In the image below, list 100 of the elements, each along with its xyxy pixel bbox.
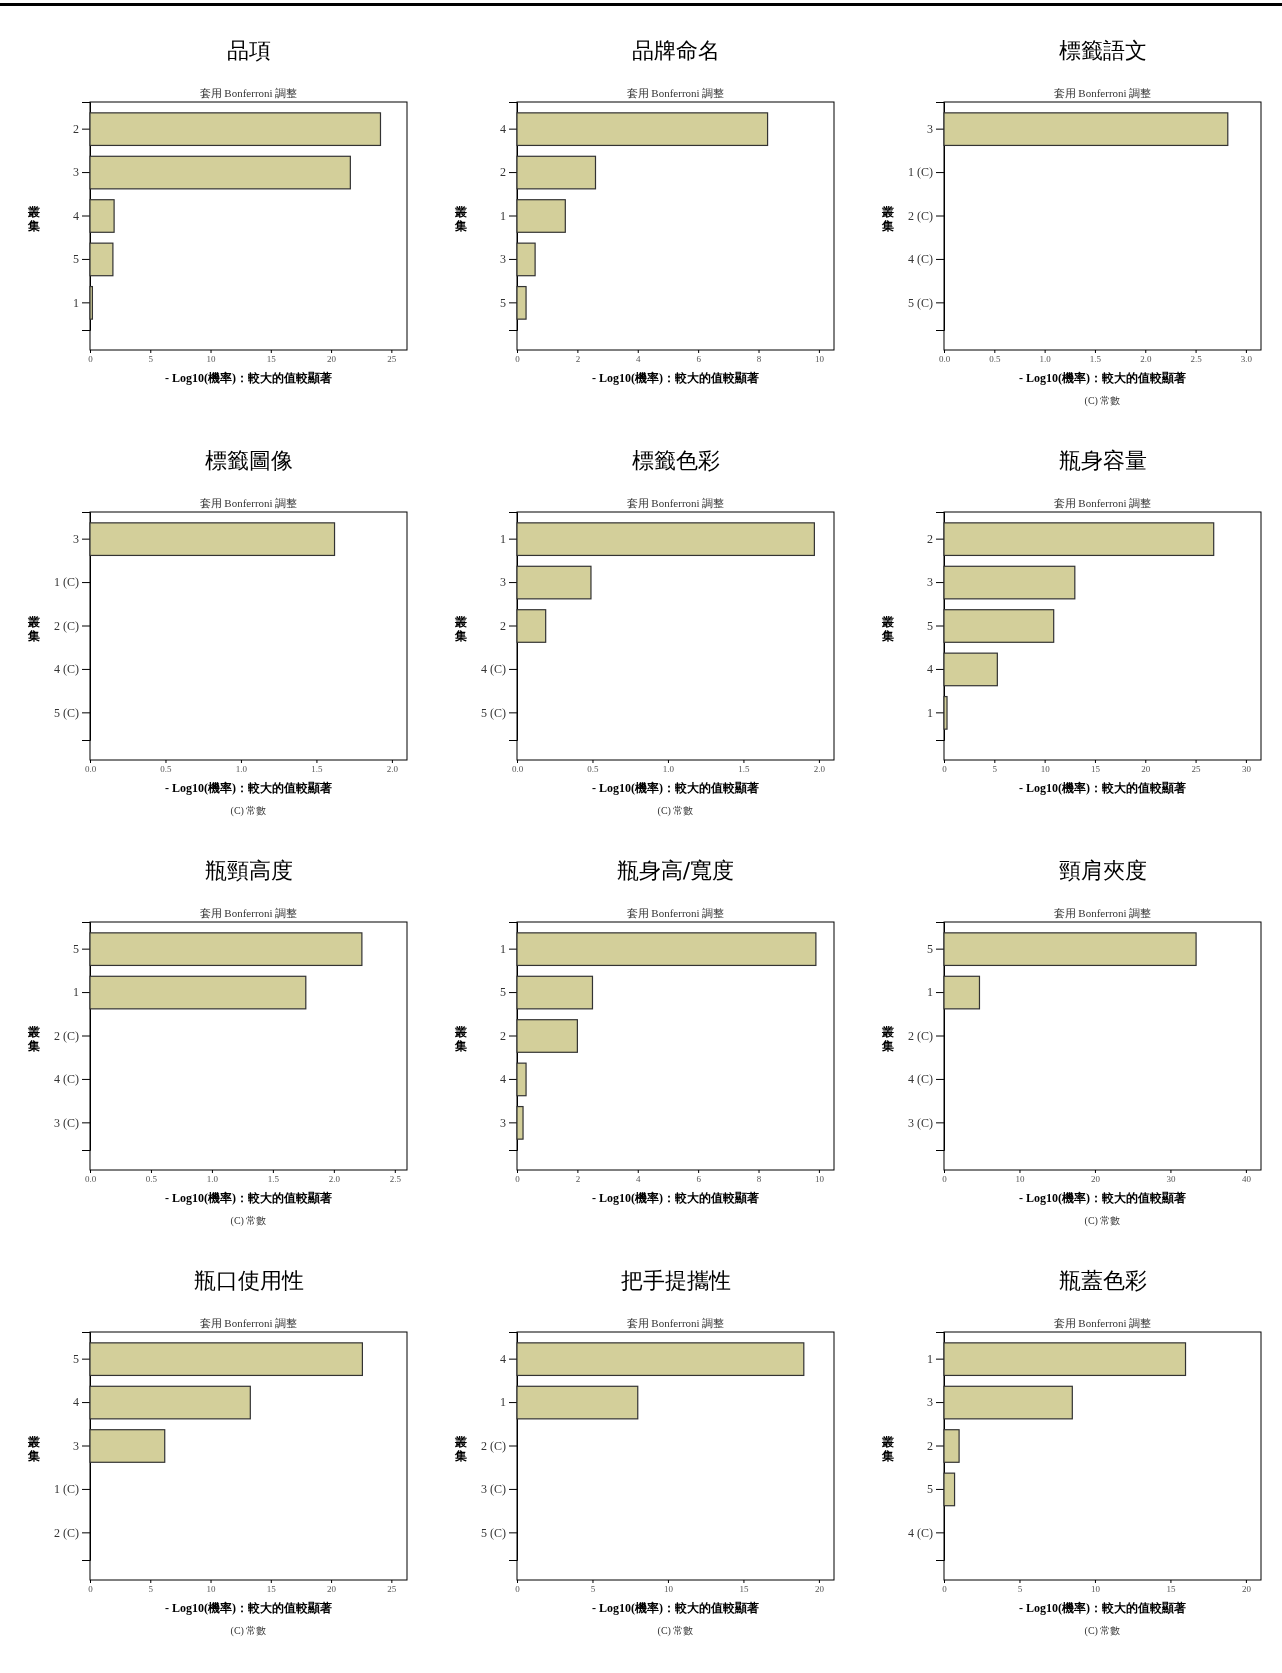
- text: (C) 常數: [230, 805, 267, 817]
- bar: [516, 522, 815, 557]
- bar: [943, 1429, 960, 1463]
- x-tick-label: 0.0: [84, 1174, 97, 1185]
- x-tick-label: 2.5: [389, 1174, 402, 1185]
- x-tick-label: 0.5: [989, 354, 1001, 365]
- bar: [943, 565, 1076, 600]
- x-tick-label: 0.5: [160, 764, 173, 775]
- chart-subtitle: 套用 Bonferroni 調整: [626, 497, 725, 509]
- x-tick-label: 0: [515, 1584, 521, 1595]
- x-tick-label: 1.0: [662, 764, 675, 775]
- bar: [89, 1429, 166, 1463]
- y-tick-label: 1: [927, 1351, 933, 1366]
- x-tick-label: 1.5: [267, 1174, 280, 1185]
- bar: [89, 112, 382, 147]
- y-tick-label: 4 (C): [54, 1072, 79, 1087]
- x-tick-label: 5: [590, 1584, 596, 1595]
- y-tick-label: 5 (C): [54, 705, 79, 720]
- x-tick-label: 10: [663, 1584, 674, 1595]
- chart-subtitle: 套用 Bonferroni 調整: [1053, 87, 1152, 99]
- y-tick-label: 2 (C): [54, 1028, 79, 1043]
- chart-subtitle: 套用 Bonferroni 調整: [199, 497, 298, 509]
- x-tick-label: 25: [387, 1584, 397, 1595]
- chart-title: 標籤語文: [1058, 38, 1147, 63]
- y-tick-label: 1: [73, 295, 79, 310]
- y-tick-label: 4: [500, 1072, 506, 1087]
- x-axis-title: - Log10(機率)：較大的值較顯著: [165, 1601, 332, 1615]
- y-tick-label: 1: [500, 208, 506, 223]
- y-tick-label: 5 (C): [481, 1525, 506, 1540]
- x-tick-label: 15: [266, 1584, 277, 1595]
- y-tick-label: 2: [500, 618, 506, 633]
- chart-title: 瓶口使用性: [193, 1268, 304, 1293]
- text: (C) 常數: [1084, 395, 1121, 407]
- x-tick-label: 30: [1166, 1174, 1176, 1185]
- bar: [516, 565, 592, 600]
- y-tick-label: 4: [500, 121, 506, 136]
- chart-title: 標籤色彩: [631, 448, 720, 473]
- x-axis-title: - Log10(機率)：較大的值較顯著: [592, 781, 759, 795]
- y-tick-label: 3: [73, 1438, 79, 1453]
- bar: [516, 609, 547, 643]
- x-tick-label: 2.0: [386, 764, 399, 775]
- x-tick-label: 2: [575, 354, 581, 365]
- x-tick-label: 0: [515, 1174, 521, 1185]
- chart-subtitle: 套用 Bonferroni 調整: [1053, 497, 1152, 509]
- chart-title: 瓶身高/寬度: [616, 858, 735, 883]
- y-tick-label: 3 (C): [54, 1115, 79, 1130]
- x-tick-label: 20: [327, 1584, 337, 1595]
- y-tick-label: 1: [927, 985, 933, 1000]
- chart-subtitle: 套用 Bonferroni 調整: [199, 87, 298, 99]
- bar: [943, 522, 1215, 557]
- y-tick-label: 2 (C): [54, 618, 79, 633]
- x-tick-label: 2.0: [1140, 354, 1152, 365]
- text: (C) 常數: [1084, 1215, 1121, 1227]
- x-tick-label: 1.5: [1089, 354, 1102, 365]
- y-tick-label: 5: [927, 1482, 933, 1497]
- x-tick-label: 10: [1015, 1174, 1025, 1185]
- x-tick-label: 15: [1166, 1584, 1176, 1595]
- x-axis-title: - Log10(機率)：較大的值較顯著: [1019, 1601, 1186, 1615]
- y-tick-label: 3 (C): [481, 1482, 506, 1497]
- bar: [89, 1342, 363, 1377]
- x-tick-label: 20: [814, 1584, 825, 1595]
- x-tick-label: 10: [206, 354, 217, 365]
- x-tick-label: 15: [739, 1584, 749, 1595]
- x-axis-title: - Log10(機率)：較大的值較顯著: [592, 1601, 759, 1615]
- x-axis-title: - Log10(機率)：較大的值較顯著: [592, 1191, 759, 1205]
- x-tick-label: 20: [1090, 1174, 1101, 1185]
- x-tick-label: 15: [266, 354, 277, 365]
- y-tick-label: 5: [73, 941, 79, 956]
- y-tick-label: 2 (C): [908, 208, 933, 223]
- bar: [516, 155, 597, 190]
- y-axis-title: 叢集: [881, 205, 894, 233]
- x-tick-label: 10: [814, 354, 825, 365]
- y-tick-label: 4: [500, 1351, 506, 1366]
- y-tick-label: 3: [927, 1395, 933, 1410]
- y-axis-title: 叢集: [27, 615, 40, 643]
- y-tick-label: 3: [73, 165, 79, 180]
- x-axis-title: - Log10(機率)：較大的值較顯著: [165, 1191, 332, 1205]
- x-tick-label: 8: [756, 1174, 762, 1185]
- x-tick-label: 1.0: [206, 1174, 219, 1185]
- y-axis-title: 叢集: [27, 205, 40, 233]
- y-tick-label: 4 (C): [908, 252, 933, 267]
- y-tick-label: 2 (C): [481, 1438, 506, 1453]
- y-axis-title: 叢集: [881, 615, 894, 643]
- x-tick-label: 10: [814, 1174, 825, 1185]
- x-tick-label: 0: [88, 354, 94, 365]
- bar: [943, 1385, 1073, 1420]
- chart-title: 把手提攜性: [620, 1268, 731, 1293]
- bar: [89, 285, 94, 320]
- y-tick-label: 1 (C): [54, 1482, 79, 1497]
- bar: [516, 242, 536, 277]
- x-tick-label: 2.0: [813, 764, 826, 775]
- x-tick-label: 5: [992, 764, 998, 775]
- x-tick-label: 10: [1090, 1584, 1101, 1595]
- y-tick-label: 1: [73, 985, 79, 1000]
- x-tick-label: 6: [696, 1174, 702, 1185]
- y-tick-label: 4: [73, 1395, 79, 1410]
- chart-title: 標籤圖像: [204, 448, 293, 473]
- text: (C) 常數: [657, 805, 694, 817]
- y-tick-label: 3: [500, 252, 506, 267]
- x-tick-label: 25: [1191, 764, 1202, 775]
